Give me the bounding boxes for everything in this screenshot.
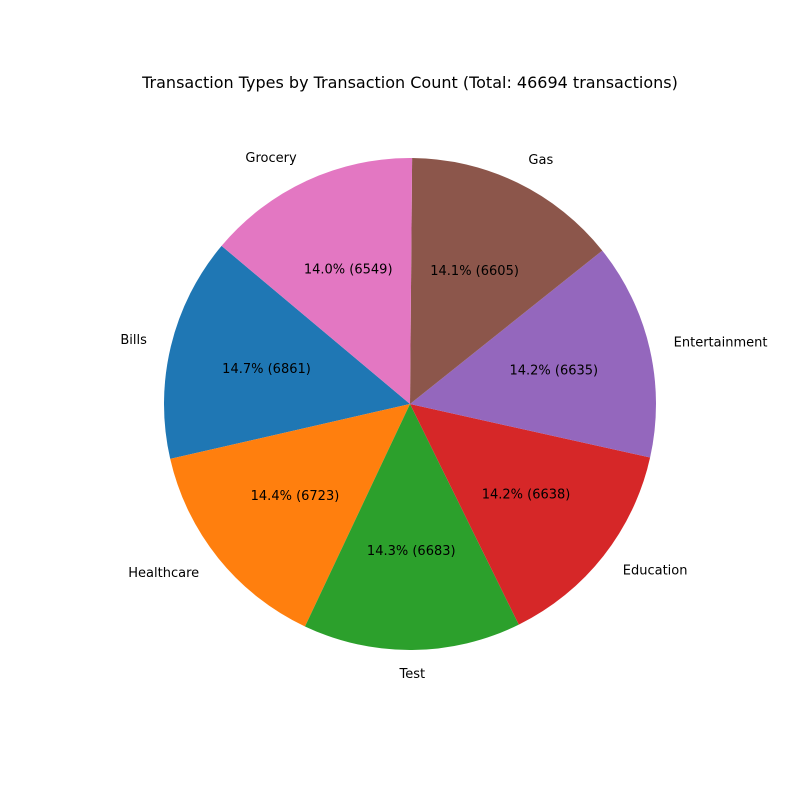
pie-slices xyxy=(164,158,656,651)
pct-label-test: 14.3% (6683) xyxy=(367,544,456,559)
slice-label-test: Test xyxy=(399,667,426,682)
pie-slice-healthcare xyxy=(170,404,410,627)
pie-labels: Bills 14.7% (6861) Healthcare 14.4% (6723) T… xyxy=(120,151,767,682)
pie-slice-bills xyxy=(164,245,410,459)
pie-slice-entertainment xyxy=(410,250,656,458)
slice-label-entertainment: Entertainment xyxy=(674,336,768,351)
pie-slice-grocery xyxy=(221,158,413,404)
pie-slice-gas xyxy=(410,158,603,404)
slice-label-education: Education xyxy=(623,564,688,579)
pct-label-grocery: 14.0% (6549) xyxy=(304,262,393,277)
pct-label-gas: 14.1% (6605) xyxy=(430,264,519,279)
pct-label-healthcare: 14.4% (6723) xyxy=(251,489,340,504)
slice-label-grocery: Grocery xyxy=(245,151,297,166)
slice-label-gas: Gas xyxy=(528,153,553,168)
pct-label-bills: 14.7% (6861) xyxy=(222,362,311,377)
slice-label-healthcare: Healthcare xyxy=(128,566,199,581)
pie-slice-education xyxy=(410,404,651,625)
slice-label-bills: Bills xyxy=(120,333,147,348)
pct-label-entertainment: 14.2% (6635) xyxy=(509,363,598,378)
pie-slice-test xyxy=(304,404,519,651)
chart-title: Transaction Types by Transaction Count (… xyxy=(141,73,678,92)
pct-label-education: 14.2% (6638) xyxy=(482,488,571,503)
